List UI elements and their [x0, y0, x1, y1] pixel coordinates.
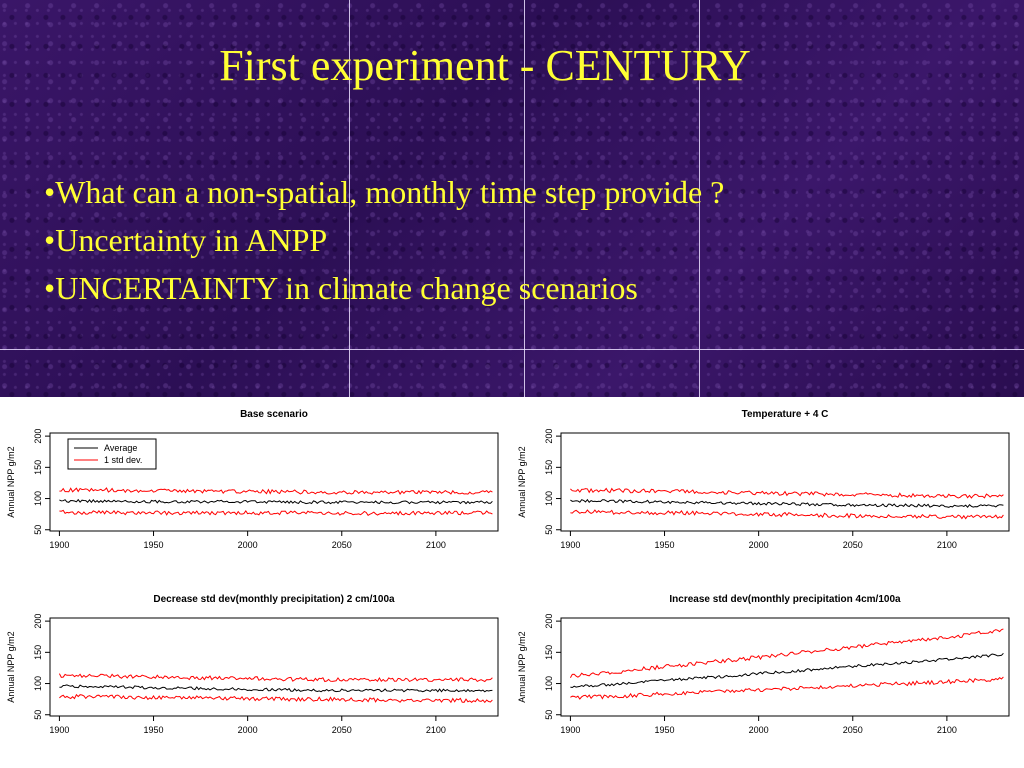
y-tick-label: 200: [33, 614, 43, 629]
legend-label: 1 std dev.: [104, 455, 142, 465]
y-tick-label: 50: [33, 525, 43, 535]
series-line: [570, 509, 1004, 520]
x-tick-label: 2000: [238, 725, 258, 735]
chart-title: Temperature + 4 C: [742, 409, 829, 420]
series-line: [570, 487, 1004, 499]
y-tick-label: 150: [544, 645, 554, 660]
y-tick-label: 200: [544, 614, 554, 629]
y-tick-label: 50: [544, 525, 554, 535]
x-tick-label: 2000: [749, 725, 769, 735]
x-tick-label: 1900: [49, 540, 69, 550]
chart-title: Base scenario: [240, 409, 308, 420]
y-axis-label: Annual NPP g/m2: [6, 446, 16, 517]
series-line: [59, 693, 493, 704]
y-tick-label: 100: [544, 491, 554, 506]
slide-banner: First experiment - CENTURY What can a no…: [0, 0, 1024, 397]
y-tick-label: 150: [33, 460, 43, 475]
x-tick-label: 2100: [426, 540, 446, 550]
x-tick-label: 1900: [49, 725, 69, 735]
plot-frame: [49, 617, 499, 717]
x-tick-label: 2100: [426, 725, 446, 735]
plot-frame: [49, 432, 499, 532]
y-tick-label: 200: [544, 429, 554, 444]
bullet-item: UNCERTAINTY in climate change scenarios: [44, 264, 724, 312]
plot-frame: [560, 617, 1010, 717]
series-line: [59, 498, 493, 505]
series-line: [59, 487, 493, 495]
x-tick-label: 2000: [238, 540, 258, 550]
x-tick-label: 2050: [332, 725, 352, 735]
y-tick-label: 50: [544, 710, 554, 720]
x-tick-label: 2000: [749, 540, 769, 550]
y-tick-label: 200: [33, 429, 43, 444]
x-tick-label: 2050: [843, 540, 863, 550]
y-tick-label: 50: [33, 710, 43, 720]
chart-panel: Base scenario 1900 1950 2000 2050 2100 50 100 15…: [6, 409, 499, 550]
x-tick-label: 1900: [560, 540, 580, 550]
x-tick-label: 1950: [655, 725, 675, 735]
y-tick-label: 150: [33, 645, 43, 660]
plot-frame: [560, 432, 1010, 532]
chart-panel: Decrease std dev(monthly precipitation) …: [6, 594, 499, 735]
x-tick-label: 1950: [655, 540, 675, 550]
y-tick-label: 100: [33, 491, 43, 506]
chart-panel: Temperature + 4 C 1900 1950 2000 2050 2100 50 1…: [517, 409, 1010, 550]
legend-box: [67, 438, 157, 470]
chart-title: Decrease std dev(monthly precipitation) …: [153, 594, 395, 605]
x-tick-label: 2050: [332, 540, 352, 550]
y-axis-label: Annual NPP g/m2: [517, 631, 527, 702]
series-line: [59, 509, 493, 516]
x-tick-label: 2100: [937, 725, 957, 735]
slide-title: First experiment - CENTURY: [219, 41, 751, 90]
charts-svg: Base scenario 1900 1950 2000 2050 2100 50 100 15…: [6, 409, 1010, 735]
y-axis-label: Annual NPP g/m2: [6, 631, 16, 702]
bullet-item: What can a non-spatial, monthly time ste…: [44, 168, 724, 216]
grid-line: [0, 349, 1024, 350]
series-line: [570, 652, 1004, 689]
series-line: [570, 676, 1004, 700]
y-tick-label: 150: [544, 460, 554, 475]
chart-panel: Increase std dev(monthly precipitation 4…: [517, 594, 1010, 735]
series-line: [59, 684, 493, 693]
y-tick-label: 100: [33, 676, 43, 691]
chart-title: Increase std dev(monthly precipitation 4…: [669, 594, 901, 605]
series-line: [569, 628, 1004, 679]
x-tick-label: 1900: [560, 725, 580, 735]
x-tick-label: 1950: [144, 725, 164, 735]
x-tick-label: 2100: [937, 540, 957, 550]
bullet-item: Uncertainty in ANPP: [44, 216, 724, 264]
charts-panel: Base scenario 1900 1950 2000 2050 2100 50 100 15…: [0, 397, 1024, 768]
series-line: [58, 673, 493, 683]
y-tick-label: 100: [544, 676, 554, 691]
bullet-list: What can a non-spatial, monthly time ste…: [44, 168, 724, 312]
x-tick-label: 2050: [843, 725, 863, 735]
series-line: [570, 498, 1004, 508]
legend-label: Average: [104, 443, 137, 453]
x-tick-label: 1950: [144, 540, 164, 550]
y-axis-label: Annual NPP g/m2: [517, 446, 527, 517]
